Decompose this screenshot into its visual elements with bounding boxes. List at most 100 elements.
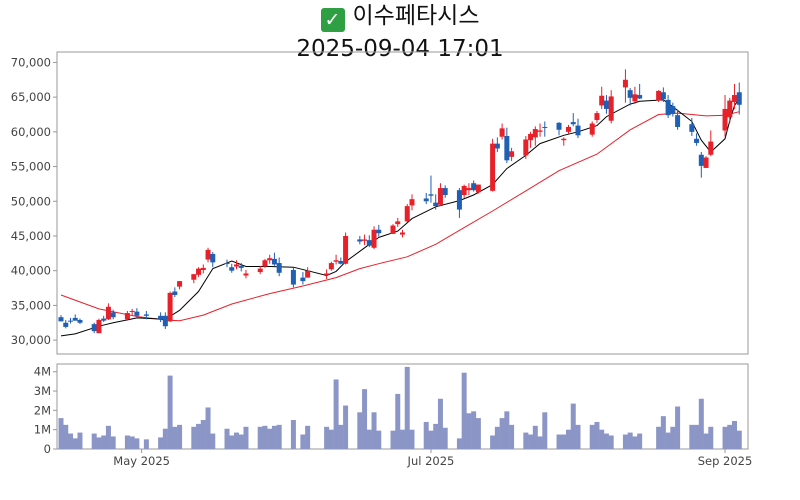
price-y-tick-label: 55,000: [11, 160, 51, 174]
candle-up: [594, 113, 600, 121]
volume-bar: [357, 412, 363, 449]
candle-up: [528, 133, 534, 141]
volume-bar: [262, 425, 268, 449]
candle-down: [698, 154, 704, 166]
volume-bar: [224, 428, 230, 449]
candle-down: [300, 277, 306, 282]
candle-down: [101, 318, 107, 321]
volume-bar: [300, 434, 306, 449]
volume-y-tick-label: 3M: [34, 384, 51, 398]
volume-bar: [665, 432, 671, 449]
volume-bar: [110, 436, 116, 449]
volume-bar: [124, 435, 130, 449]
chart-title: ✓ 이수페타시스: [0, 0, 800, 32]
volume-bar: [143, 439, 149, 449]
volume-bar: [437, 398, 443, 449]
volume-bar: [466, 413, 472, 449]
volume-y-tick-label: 1M: [34, 423, 51, 437]
candle-down: [357, 239, 363, 242]
volume-bar: [324, 426, 330, 449]
candle-down: [67, 320, 73, 322]
volume-bar: [91, 433, 97, 449]
volume-bar: [158, 437, 164, 449]
volume-bar: [210, 433, 216, 449]
volume-bar: [698, 398, 704, 449]
volume-bar: [556, 434, 562, 449]
volume-bar: [72, 438, 78, 449]
candle-down: [694, 138, 700, 143]
volume-bar: [376, 430, 382, 449]
volume-bar: [575, 424, 581, 449]
volume-y-tick-label: 4M: [34, 365, 51, 379]
volume-bar: [566, 429, 572, 449]
volume-bar: [456, 438, 462, 449]
volume-bar: [423, 421, 429, 449]
candle-down: [338, 260, 344, 264]
volume-bar: [561, 434, 567, 449]
candle-up: [656, 90, 662, 101]
candle-down: [238, 265, 244, 268]
volume-bar: [627, 432, 633, 449]
volume-bar: [442, 427, 448, 449]
volume-bar: [101, 435, 107, 449]
candle-up: [461, 185, 467, 196]
ma-long-line: [60, 111, 740, 322]
candle-down: [660, 92, 666, 100]
candle-up: [727, 100, 733, 118]
candle-down: [504, 136, 510, 161]
candle-down: [637, 95, 643, 99]
volume-bar: [433, 423, 439, 449]
candle-up: [632, 94, 638, 102]
candle-down: [675, 115, 681, 127]
candle-up: [608, 96, 614, 121]
volume-bar: [63, 424, 69, 449]
candle-up: [404, 206, 410, 222]
candle-up: [409, 199, 415, 206]
candle-down: [158, 315, 164, 320]
volume-bar: [77, 432, 83, 449]
volume-bar: [475, 418, 481, 449]
candle-up: [343, 235, 349, 264]
volume-bar: [471, 411, 477, 449]
volume-bar: [96, 437, 102, 449]
candle-up: [509, 151, 515, 157]
candle-down: [134, 311, 140, 316]
candle-up: [475, 184, 481, 193]
candle-up: [124, 313, 130, 320]
candle-up: [243, 273, 249, 276]
candle-up: [561, 138, 567, 141]
volume-bar: [276, 424, 282, 449]
volume-bar: [637, 433, 643, 449]
candle-down: [456, 190, 462, 210]
candle-down: [603, 100, 609, 109]
candle-down: [736, 92, 742, 105]
candle-up: [499, 128, 505, 137]
price-y-tick-label: 60,000: [11, 125, 51, 139]
volume-bar: [233, 432, 239, 449]
candle-down: [290, 269, 296, 285]
volume-bar: [490, 435, 496, 449]
volume-bar: [129, 436, 135, 449]
volume-bar: [599, 429, 605, 449]
candle-up: [400, 232, 405, 235]
check-mark-icon: ✓: [320, 8, 345, 32]
volume-bar: [238, 434, 244, 449]
volume-bar: [404, 366, 410, 449]
x-tick-label: Jul 2025: [407, 454, 455, 468]
candle-up: [732, 95, 738, 102]
candle-up: [523, 139, 529, 156]
candle-up: [532, 129, 538, 138]
x-tick-label: May 2025: [113, 454, 170, 468]
candle-up: [324, 273, 330, 275]
volume-bar: [134, 438, 140, 449]
x-axis: May 2025 Jul 2025 Sep 2025: [113, 449, 752, 468]
volume-bar: [191, 426, 197, 449]
volume-panel: 0 1M 2M 3M 4M: [34, 363, 749, 456]
volume-bar: [732, 420, 738, 449]
price-panel: 30,000 35,000 40,000 45,000 50,000 55,000 60,0…: [11, 51, 749, 355]
volume-bar: [675, 406, 681, 449]
candle-up: [129, 310, 135, 312]
candle-up: [537, 130, 543, 132]
x-tick-label: Sep 2025: [698, 454, 753, 468]
volume-bar: [343, 405, 349, 449]
